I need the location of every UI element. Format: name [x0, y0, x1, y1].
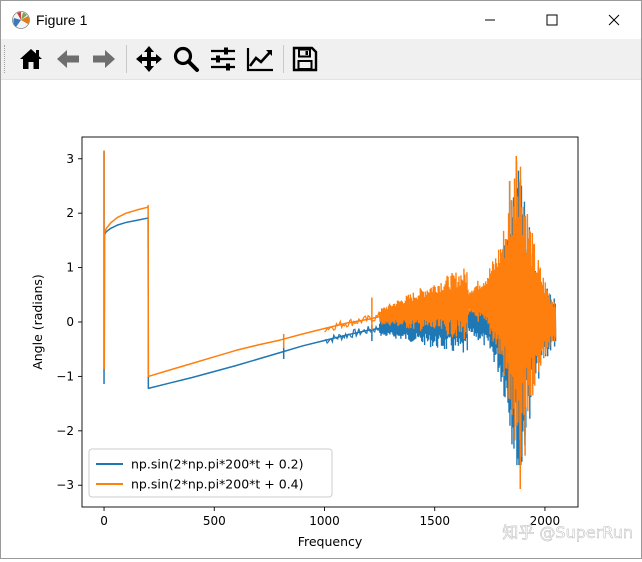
home-button[interactable]: [15, 43, 47, 75]
magnifier-icon: [173, 46, 199, 72]
legend-label: np.sin(2*np.pi*200*t + 0.2): [131, 457, 304, 472]
series-layer: [103, 150, 557, 490]
move-icon: [136, 46, 162, 72]
y-tick-label: 1: [66, 261, 74, 275]
forward-button[interactable]: [88, 43, 120, 75]
home-icon: [20, 49, 42, 69]
title-bar: Figure 1: [1, 1, 641, 39]
y-tick-label: −3: [56, 478, 74, 492]
figure-canvas[interactable]: 0 500 1000 1500 2000 −3 −2 −1 0 1 2 3 Frequency Angle…: [1, 80, 641, 558]
watermark-text: 知乎 @SuperRun: [502, 523, 633, 542]
pan-button[interactable]: [133, 43, 165, 75]
x-axis-label: Frequency: [298, 534, 363, 549]
series-2: [103, 150, 557, 490]
y-tick-label: −2: [56, 424, 74, 438]
edit-axis-button[interactable]: [244, 43, 276, 75]
sliders-icon: [211, 47, 235, 71]
x-tick-label: 1500: [419, 514, 450, 528]
y-tick-label: 2: [66, 206, 74, 220]
close-button[interactable]: [591, 1, 637, 39]
y-axis-label: Angle (radians): [30, 274, 45, 370]
x-tick-label: 2000: [530, 514, 561, 528]
series-oscillation: [378, 166, 557, 458]
y-tick-label: 3: [66, 152, 74, 166]
window-title: Figure 1: [36, 12, 88, 28]
arrow-right-icon: [93, 50, 115, 68]
legend: np.sin(2*np.pi*200*t + 0.2) np.sin(2*np.p…: [88, 448, 333, 498]
save-button[interactable]: [289, 43, 321, 75]
x-tick-label: 500: [203, 514, 226, 528]
back-button[interactable]: [52, 43, 84, 75]
line-chart-icon: [246, 48, 273, 72]
x-tick-label: 1000: [309, 514, 340, 528]
zoom-button[interactable]: [170, 43, 202, 75]
legend-box: [88, 448, 333, 498]
maximize-button[interactable]: [529, 1, 575, 39]
arrow-left-icon: [57, 50, 79, 68]
toolbar-grip: [4, 45, 7, 73]
navigation-toolbar: [1, 39, 641, 80]
y-tick-label: −1: [56, 369, 74, 383]
minimize-icon: [485, 19, 495, 21]
maximize-icon: [546, 14, 558, 26]
close-icon: [608, 14, 620, 26]
x-tick-label: 0: [100, 514, 108, 528]
toolbar-separator: [283, 45, 284, 73]
toolbar-separator: [126, 45, 127, 73]
plot-svg: 0 500 1000 1500 2000 −3 −2 −1 0 1 2 3 Frequency Angle…: [30, 136, 633, 549]
y-tick-label: 0: [66, 315, 74, 329]
floppy-disk-icon: [292, 46, 318, 72]
matplotlib-app-icon: [11, 10, 31, 30]
legend-label: np.sin(2*np.pi*200*t + 0.4): [131, 477, 304, 492]
configure-subplots-button[interactable]: [207, 43, 239, 75]
minimize-button[interactable]: [467, 1, 513, 39]
axes-layer: 0 500 1000 1500 2000 −3 −2 −1 0 1 2 3 Frequency Angle…: [30, 136, 579, 549]
